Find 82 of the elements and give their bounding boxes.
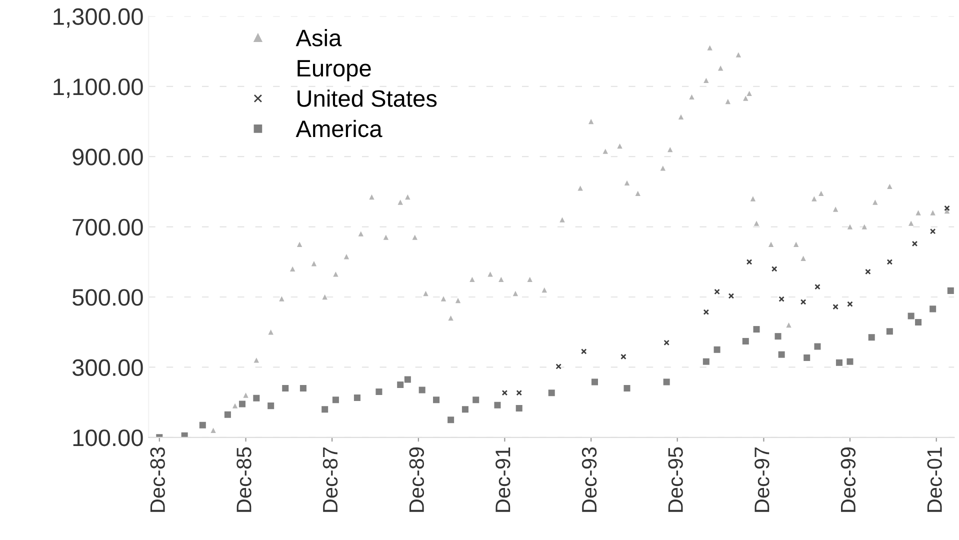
x-tick-label: Dec-91 bbox=[496, 447, 510, 512]
point bbox=[664, 340, 670, 346]
x-tick-label: Dec-87 bbox=[322, 447, 338, 512]
legend-label: Asia bbox=[296, 29, 342, 46]
point bbox=[814, 343, 821, 350]
y-tick-label: 500.00 bbox=[72, 289, 143, 306]
y-tick-label: 1,100.00 bbox=[54, 78, 143, 98]
point bbox=[778, 296, 784, 302]
point bbox=[702, 358, 710, 365]
point bbox=[814, 284, 820, 290]
point bbox=[397, 381, 404, 388]
point bbox=[376, 388, 382, 396]
point bbox=[268, 402, 274, 410]
point bbox=[556, 364, 562, 370]
point bbox=[238, 400, 246, 408]
point bbox=[800, 299, 806, 305]
y-tick-label: 100.00 bbox=[73, 429, 143, 446]
point bbox=[253, 394, 260, 402]
point bbox=[930, 228, 936, 234]
point bbox=[404, 376, 411, 383]
point bbox=[746, 259, 752, 265]
legend-label: America bbox=[296, 120, 382, 138]
point bbox=[930, 306, 936, 312]
point bbox=[354, 394, 360, 401]
point bbox=[620, 354, 626, 360]
x-tick-label: Dec-99 bbox=[840, 447, 856, 512]
point bbox=[804, 354, 810, 361]
x-tick-label: Dec-89 bbox=[409, 447, 424, 512]
point bbox=[332, 396, 339, 404]
x-tick-label: Dec-01 bbox=[927, 447, 942, 512]
point bbox=[865, 268, 871, 275]
x-tick-label: Dec-97 bbox=[754, 447, 770, 512]
point bbox=[548, 390, 555, 396]
x-tick-label: Dec-95 bbox=[668, 447, 683, 512]
y-tick-label: 1,300.00 bbox=[54, 8, 143, 28]
point bbox=[591, 378, 598, 386]
point bbox=[915, 319, 922, 326]
point bbox=[624, 385, 630, 392]
point bbox=[516, 390, 522, 396]
x-tick-label: Dec-85 bbox=[236, 447, 252, 512]
point bbox=[199, 422, 206, 428]
point bbox=[502, 390, 508, 396]
point bbox=[774, 333, 782, 340]
point bbox=[418, 386, 426, 394]
point bbox=[448, 416, 454, 424]
point bbox=[703, 309, 710, 315]
point bbox=[472, 396, 480, 404]
point bbox=[714, 288, 720, 295]
point bbox=[944, 205, 950, 212]
y-tick-label: 900.00 bbox=[72, 148, 143, 166]
y-tick-label: 700.00 bbox=[72, 218, 143, 236]
point bbox=[868, 334, 875, 341]
point bbox=[300, 385, 306, 392]
point bbox=[433, 396, 440, 404]
point bbox=[282, 385, 289, 392]
point bbox=[912, 240, 918, 247]
point bbox=[516, 405, 522, 412]
x-tick-label: Dec-93 bbox=[582, 447, 597, 512]
point bbox=[886, 328, 893, 335]
point bbox=[836, 359, 842, 366]
point bbox=[663, 378, 670, 386]
point bbox=[728, 293, 734, 299]
point bbox=[778, 351, 785, 358]
point bbox=[947, 287, 954, 294]
point bbox=[753, 326, 760, 333]
point bbox=[494, 402, 501, 408]
y-tick-label: 300.00 bbox=[72, 359, 143, 376]
text: Europe bbox=[298, 60, 371, 82]
x-tick-label: Dec-83 bbox=[150, 447, 165, 512]
legend-label: United States bbox=[298, 90, 437, 107]
point bbox=[886, 259, 893, 265]
point bbox=[742, 338, 749, 344]
point bbox=[224, 411, 231, 418]
point bbox=[847, 301, 853, 307]
point bbox=[462, 406, 468, 413]
point bbox=[322, 406, 328, 413]
point bbox=[846, 358, 854, 365]
point bbox=[771, 266, 778, 272]
point bbox=[714, 346, 720, 353]
point bbox=[832, 304, 838, 310]
point bbox=[580, 348, 587, 354]
point bbox=[908, 312, 914, 320]
